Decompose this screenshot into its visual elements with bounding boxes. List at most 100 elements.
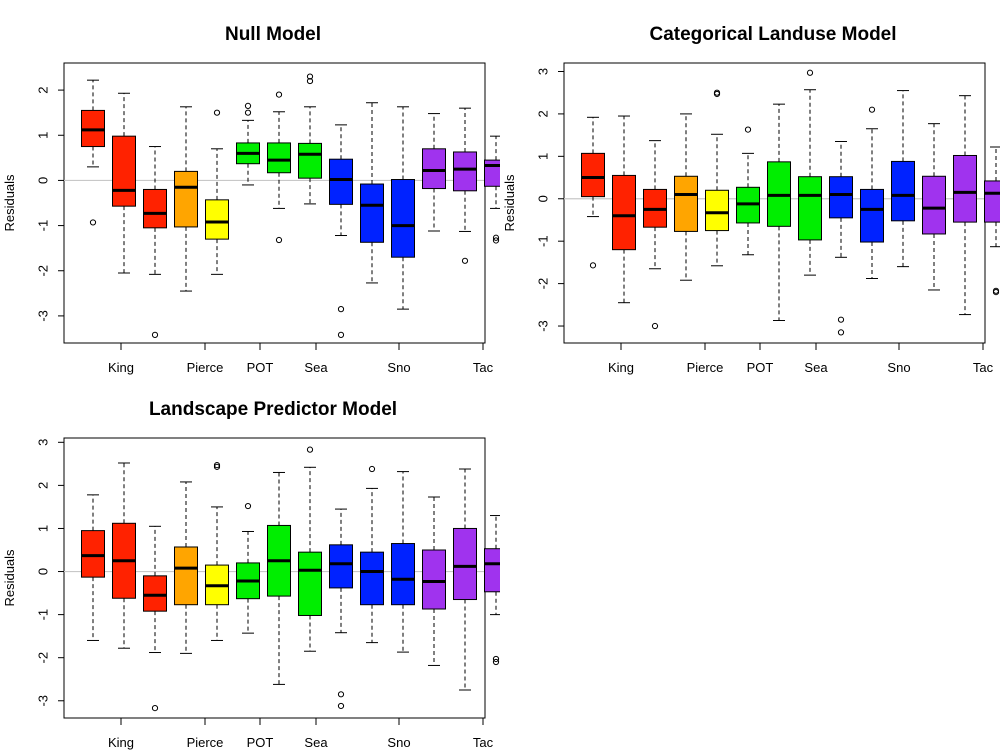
outlier-point bbox=[837, 316, 845, 323]
box-iqr bbox=[329, 544, 353, 589]
box-3 bbox=[643, 140, 667, 330]
y-tick-label: -2 bbox=[35, 265, 50, 277]
box-2 bbox=[612, 115, 636, 304]
x-tick-label: Pierce bbox=[187, 360, 224, 375]
box-iqr bbox=[953, 154, 977, 223]
x-tick-label: Sea bbox=[304, 360, 328, 375]
x-tick-label: King bbox=[608, 360, 634, 375]
box-2 bbox=[112, 462, 136, 649]
box-iqr bbox=[360, 183, 384, 243]
y-tick-label: 1 bbox=[35, 132, 50, 139]
y-axis-label: Residuals bbox=[2, 174, 17, 232]
box-5 bbox=[205, 109, 229, 275]
box-iqr bbox=[267, 142, 291, 174]
x-tick-label: Tac bbox=[473, 735, 494, 750]
box-iqr bbox=[298, 551, 322, 616]
box-iqr bbox=[674, 175, 698, 232]
outlier-point bbox=[589, 262, 597, 269]
box-14 bbox=[984, 146, 1000, 296]
x-tick-label: POT bbox=[247, 735, 274, 750]
box-12 bbox=[422, 496, 446, 666]
box-iqr bbox=[922, 175, 946, 235]
box-iqr bbox=[391, 543, 415, 606]
y-tick-label: 1 bbox=[535, 153, 550, 160]
outlier-point bbox=[151, 704, 159, 712]
outlier-point bbox=[213, 462, 221, 469]
box-iqr bbox=[143, 575, 167, 612]
box-iqr bbox=[829, 176, 853, 219]
outlier-point bbox=[992, 288, 1000, 296]
box-10 bbox=[360, 465, 384, 644]
box-iqr bbox=[391, 179, 415, 258]
x-tick-label: Sno bbox=[887, 360, 910, 375]
x-tick-label: Sno bbox=[387, 360, 410, 375]
box-6 bbox=[236, 102, 260, 186]
outlier-point bbox=[275, 236, 283, 244]
box-4 bbox=[174, 481, 198, 654]
chart-title: Categorical Landuse Model bbox=[649, 24, 896, 45]
outlier-point bbox=[306, 73, 314, 80]
x-tick-label: King bbox=[108, 360, 134, 375]
box-12 bbox=[422, 113, 446, 232]
box-9 bbox=[329, 124, 353, 338]
outlier-point bbox=[337, 702, 345, 710]
box-iqr bbox=[891, 160, 915, 222]
x-tick-label: Pierce bbox=[187, 735, 224, 750]
y-tick-label: -3 bbox=[35, 695, 50, 707]
box-7 bbox=[267, 471, 291, 685]
box-4 bbox=[174, 106, 198, 292]
x-tick-label: Sea bbox=[304, 735, 328, 750]
outlier-point bbox=[244, 502, 252, 510]
box-iqr bbox=[705, 189, 729, 232]
box-iqr bbox=[581, 152, 605, 198]
x-tick-label: POT bbox=[747, 360, 774, 375]
box-iqr bbox=[174, 170, 198, 228]
box-iqr bbox=[422, 549, 446, 610]
box-11 bbox=[391, 471, 415, 653]
box-10 bbox=[860, 106, 884, 280]
box-iqr bbox=[360, 551, 384, 606]
box-iqr bbox=[453, 527, 477, 601]
box-3 bbox=[143, 146, 167, 338]
y-tick-label: 1 bbox=[35, 525, 50, 532]
box-iqr bbox=[484, 548, 500, 593]
outlier-point bbox=[492, 234, 500, 241]
y-tick-label: 2 bbox=[35, 482, 50, 489]
box-13 bbox=[453, 468, 477, 691]
box-10 bbox=[360, 102, 384, 284]
box-6 bbox=[236, 502, 260, 634]
box-iqr bbox=[205, 199, 229, 240]
outlier-point bbox=[492, 237, 500, 244]
y-tick-label: 2 bbox=[535, 110, 550, 117]
box-iqr bbox=[860, 188, 884, 243]
x-tick-label: King bbox=[108, 735, 134, 750]
outlier-point bbox=[837, 329, 845, 336]
chart-panel-null-model: Null Model Residuals -3 -2 -1 0 1 2 King Pierce PO… bbox=[0, 0, 500, 375]
outlier-point bbox=[213, 463, 221, 470]
outlier-point bbox=[868, 106, 876, 113]
x-tick-label: Sno bbox=[387, 735, 410, 750]
chart-svg: Categorical Landuse Model Residuals -3 -2 -1… bbox=[502, 24, 1000, 375]
x-tick-label: Pierce bbox=[687, 360, 724, 375]
y-tick-label: -3 bbox=[535, 320, 550, 332]
box-14 bbox=[484, 135, 500, 244]
box-3 bbox=[143, 525, 167, 712]
outlier-point bbox=[213, 109, 221, 116]
outlier-point bbox=[368, 465, 376, 473]
outlier-point bbox=[337, 691, 345, 698]
x-tick-label: Tac bbox=[973, 360, 994, 375]
outlier-point bbox=[306, 77, 314, 85]
outlier-point bbox=[244, 109, 252, 116]
outlier-point bbox=[461, 257, 469, 264]
box-4 bbox=[674, 113, 698, 281]
box-iqr bbox=[298, 142, 322, 179]
box-iqr bbox=[112, 135, 136, 207]
y-tick-label: -3 bbox=[35, 310, 50, 322]
outlier-point bbox=[337, 306, 345, 313]
box-6 bbox=[736, 126, 760, 256]
y-axis-label: Residuals bbox=[2, 549, 17, 607]
y-tick-label: 2 bbox=[35, 86, 50, 93]
box-14 bbox=[484, 515, 500, 666]
outlier-point bbox=[337, 331, 345, 338]
box-13 bbox=[953, 95, 977, 316]
